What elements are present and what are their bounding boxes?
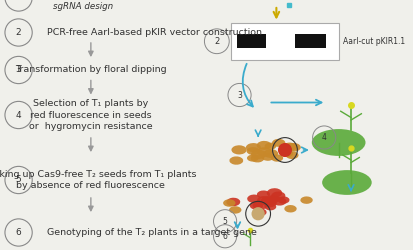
Ellipse shape xyxy=(229,206,242,214)
Ellipse shape xyxy=(252,201,267,210)
Ellipse shape xyxy=(247,147,260,155)
Ellipse shape xyxy=(257,141,272,150)
Text: 5: 5 xyxy=(223,217,228,226)
Text: Selection of T₁ plants by
red fluorescence in seeds
or  hygromycin resistance: Selection of T₁ plants by red fluorescen… xyxy=(29,100,153,130)
Ellipse shape xyxy=(250,202,263,210)
Ellipse shape xyxy=(278,196,290,204)
Ellipse shape xyxy=(272,139,285,147)
Bar xyxy=(237,34,266,48)
Ellipse shape xyxy=(312,129,366,156)
Text: Genotyping of the T₂ plants in a target gene: Genotyping of the T₂ plants in a target … xyxy=(47,228,257,237)
Ellipse shape xyxy=(226,198,240,206)
Ellipse shape xyxy=(247,155,259,162)
FancyBboxPatch shape xyxy=(231,22,339,60)
Ellipse shape xyxy=(271,192,285,200)
Ellipse shape xyxy=(286,151,299,159)
Ellipse shape xyxy=(257,196,271,204)
Ellipse shape xyxy=(229,156,243,165)
Text: 6: 6 xyxy=(16,228,21,237)
Ellipse shape xyxy=(322,170,372,195)
Text: 1: 1 xyxy=(16,0,21,2)
Ellipse shape xyxy=(263,199,277,207)
Text: Transformation by floral dipping: Transformation by floral dipping xyxy=(15,66,167,74)
Text: AarI-cut pKIR1.1: AarI-cut pKIR1.1 xyxy=(343,37,405,46)
Ellipse shape xyxy=(267,188,282,198)
Ellipse shape xyxy=(284,205,297,212)
Ellipse shape xyxy=(267,195,280,203)
Ellipse shape xyxy=(251,150,266,159)
Text: 2: 2 xyxy=(214,37,219,46)
Ellipse shape xyxy=(261,153,274,161)
Ellipse shape xyxy=(252,207,265,220)
Ellipse shape xyxy=(263,149,278,158)
Text: 4: 4 xyxy=(322,133,327,142)
Ellipse shape xyxy=(247,194,261,203)
Ellipse shape xyxy=(254,208,267,216)
Text: 5: 5 xyxy=(16,176,21,184)
Ellipse shape xyxy=(271,154,283,162)
Ellipse shape xyxy=(265,143,276,150)
Ellipse shape xyxy=(281,150,293,157)
Ellipse shape xyxy=(231,145,247,154)
Text: PCR-free AarI-based pKIR vector construction: PCR-free AarI-based pKIR vector construc… xyxy=(47,28,263,37)
Text: 6: 6 xyxy=(223,232,228,241)
Text: 3: 3 xyxy=(237,90,242,100)
Text: 4: 4 xyxy=(16,110,21,120)
Text: 3: 3 xyxy=(16,66,21,74)
Ellipse shape xyxy=(257,147,272,156)
Text: sgRNA design: sgRNA design xyxy=(52,2,113,11)
Ellipse shape xyxy=(300,196,313,204)
Text: 2: 2 xyxy=(16,28,21,37)
Ellipse shape xyxy=(261,196,276,205)
Ellipse shape xyxy=(261,197,273,204)
Text: Picking up Cas9-free T₂ seeds from T₁ plants
by absence of red fluorescence: Picking up Cas9-free T₂ seeds from T₁ pl… xyxy=(0,170,196,190)
Ellipse shape xyxy=(278,143,292,157)
Ellipse shape xyxy=(251,154,264,162)
Ellipse shape xyxy=(286,143,301,152)
Ellipse shape xyxy=(282,142,297,151)
Ellipse shape xyxy=(257,190,270,198)
Ellipse shape xyxy=(265,203,276,210)
Ellipse shape xyxy=(246,143,261,152)
Bar xyxy=(295,34,326,48)
Ellipse shape xyxy=(223,199,235,207)
Ellipse shape xyxy=(273,197,287,205)
